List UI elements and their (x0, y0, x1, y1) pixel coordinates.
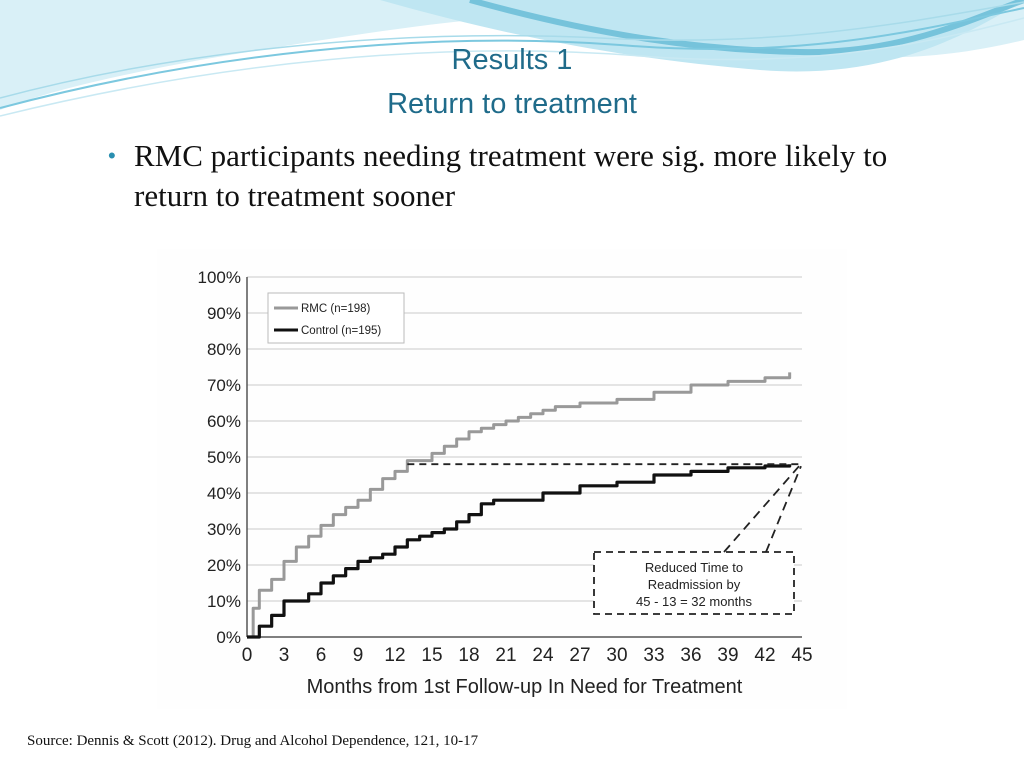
x-tick-label: 18 (458, 645, 479, 666)
x-tick-label: 36 (680, 645, 701, 666)
x-tick-label: 27 (569, 645, 590, 666)
annotation-text: 45 - 13 = 32 months (636, 594, 752, 609)
x-tick-label: 3 (279, 645, 290, 666)
legend-label: RMC (n=198) (301, 303, 371, 315)
x-tick-label: 9 (353, 645, 364, 666)
series-line-rmc (247, 372, 792, 639)
x-axis-label: Months from 1st Follow-up In Need for Tr… (307, 676, 743, 698)
header-wave-band (469, 0, 1024, 56)
slide-title: Results 1 (451, 44, 573, 76)
series-line-control (247, 464, 792, 639)
source-citation: Source: Dennis & Scott (2012). Drug and … (27, 733, 479, 749)
y-tick-label: 10% (207, 592, 241, 611)
x-tick-label: 6 (316, 645, 327, 666)
y-tick-label: 80% (207, 340, 241, 359)
annotation-text: Reduced Time to (645, 560, 743, 575)
x-tick-label: 15 (421, 645, 442, 666)
return-to-treatment-chart: 0%10%20%30%40%50%60%70%80%90%100%0 3 6 9 12 1… (198, 268, 813, 698)
slide-subtitle: Return to treatment (387, 88, 637, 120)
legend-box (267, 292, 405, 344)
bullet-dot-icon: • (108, 143, 116, 168)
annotation-text: Readmission by (648, 577, 741, 592)
annotation-box (593, 551, 795, 615)
y-tick-label: 50% (207, 448, 241, 467)
bullet-text: RMC participants needing treatment were … (134, 138, 888, 213)
y-tick-label: 90% (207, 304, 241, 323)
x-tick-label: 0 (242, 645, 253, 666)
y-tick-label: 60% (207, 412, 241, 431)
header-wave-line-2 (0, 1, 1024, 99)
y-tick-label: 20% (207, 556, 241, 575)
annotation-pointer-left (723, 465, 800, 553)
y-tick-label: 100% (198, 268, 241, 287)
y-tick-label: 70% (207, 376, 241, 395)
y-tick-label: 0% (216, 628, 241, 647)
x-tick-label: 21 (495, 645, 516, 666)
y-tick-label: 30% (207, 520, 241, 539)
x-tick-label: 30 (606, 645, 627, 666)
chart-panel: 0% 10% 20% 30% 40% 50% 60% 70% 80% 90% 100% 0 3 6 9 12 1… (157, 249, 847, 709)
x-tick-label: 33 (643, 645, 664, 666)
x-tick-label: 12 (384, 645, 405, 666)
header-wave-line-3 (0, 17, 1024, 117)
header-wave-line-1 (0, 7, 1024, 109)
bullet-item: • RMC participants needing treatment wer… (108, 136, 908, 216)
annotation-pointer-right (765, 465, 802, 553)
y-tick-label: 40% (207, 484, 241, 503)
x-tick-label: 42 (754, 645, 775, 666)
x-tick-label: 39 (717, 645, 738, 666)
x-tick-label: 24 (532, 645, 554, 666)
legend-label: Control (n=195) (301, 325, 381, 337)
x-tick-label: 45 (791, 645, 812, 666)
